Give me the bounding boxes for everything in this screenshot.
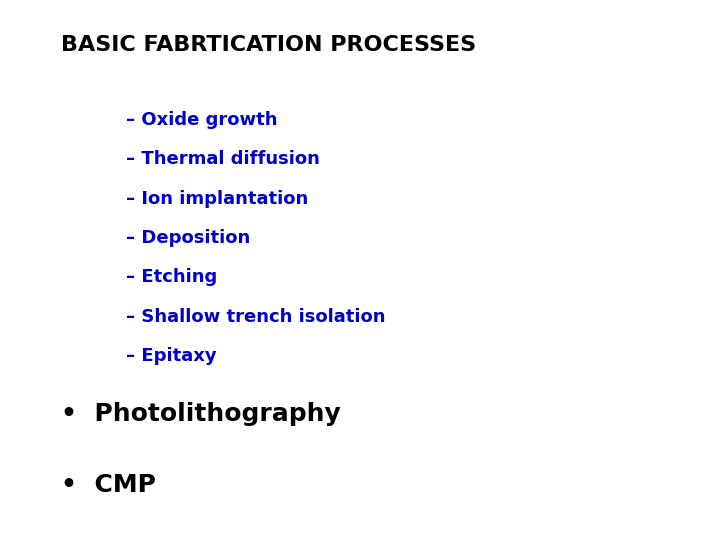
Text: – Shallow trench isolation: – Shallow trench isolation [126,308,385,326]
Text: – Oxide growth: – Oxide growth [126,111,277,129]
Text: – Deposition: – Deposition [126,229,251,247]
Text: •  Photolithography: • Photolithography [61,402,341,426]
Text: – Epitaxy: – Epitaxy [126,347,217,365]
Text: – Thermal diffusion: – Thermal diffusion [126,150,320,168]
Text: – Ion implantation: – Ion implantation [126,190,308,207]
Text: •  CMP: • CMP [61,472,156,496]
Text: BASIC FABRTICATION PROCESSES: BASIC FABRTICATION PROCESSES [61,35,477,55]
Text: – Etching: – Etching [126,268,217,286]
